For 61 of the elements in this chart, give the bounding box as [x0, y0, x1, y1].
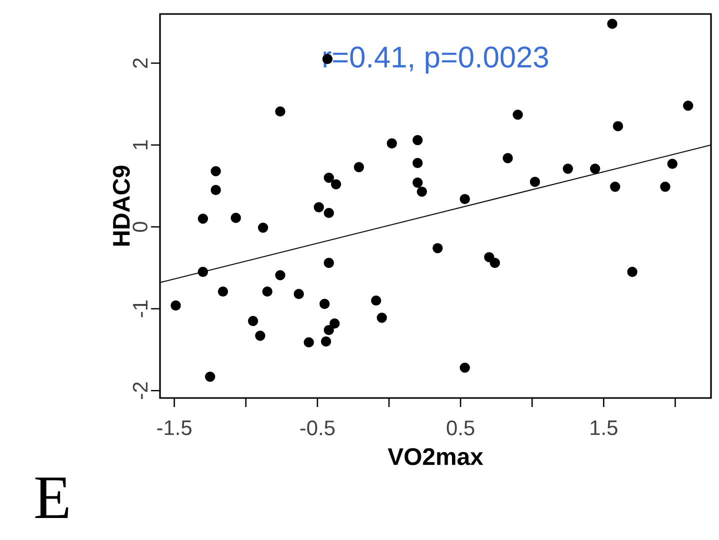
point [275, 270, 286, 280]
point [376, 312, 387, 323]
y-tick-label: -2 [132, 382, 148, 400]
point [275, 106, 286, 117]
point [248, 316, 258, 326]
point [432, 243, 443, 254]
point [330, 179, 342, 190]
point [412, 178, 423, 188]
point [324, 258, 334, 268]
point [230, 212, 241, 223]
y-tick-label: 2 [132, 58, 148, 68]
point [460, 362, 470, 373]
point [294, 288, 304, 300]
point [460, 194, 470, 204]
point [627, 266, 638, 278]
point [412, 158, 423, 168]
point [218, 286, 228, 297]
point [258, 222, 268, 233]
point [320, 336, 332, 347]
point [371, 295, 382, 306]
point [324, 324, 334, 336]
point [667, 158, 678, 169]
point [416, 186, 428, 197]
point [314, 202, 324, 212]
point [530, 176, 540, 187]
point [304, 337, 314, 348]
point [170, 300, 181, 311]
point [502, 152, 513, 164]
point [412, 134, 423, 146]
y-tick-label: -1 [133, 300, 148, 318]
point [262, 286, 272, 297]
point [324, 208, 334, 218]
point [210, 184, 221, 196]
point [607, 18, 618, 29]
point [324, 172, 334, 183]
point [562, 164, 573, 174]
point [330, 318, 340, 329]
x-tick-label: 1.5 [590, 420, 618, 436]
point [660, 182, 670, 192]
y-tick-label: 0 [132, 222, 148, 232]
y-axis-title: HDAC9 [112, 166, 130, 246]
point [354, 162, 364, 172]
point [198, 266, 208, 278]
point [683, 100, 694, 111]
point [490, 258, 500, 268]
text: E [35, 478, 68, 518]
point [319, 298, 330, 309]
x-tick-label: -0.5 [300, 420, 335, 436]
x-tick-label: 0.5 [446, 420, 474, 436]
point [386, 138, 397, 148]
point [204, 372, 216, 382]
point [512, 110, 523, 120]
point [612, 121, 624, 132]
point [255, 330, 266, 341]
point [198, 214, 208, 224]
point [610, 182, 620, 192]
point [210, 166, 221, 176]
x-tick-label: -1.5 [157, 420, 192, 436]
y-tick-label: 1 [133, 140, 148, 150]
x-axis-title: VO2max [388, 448, 484, 466]
point [590, 164, 600, 174]
